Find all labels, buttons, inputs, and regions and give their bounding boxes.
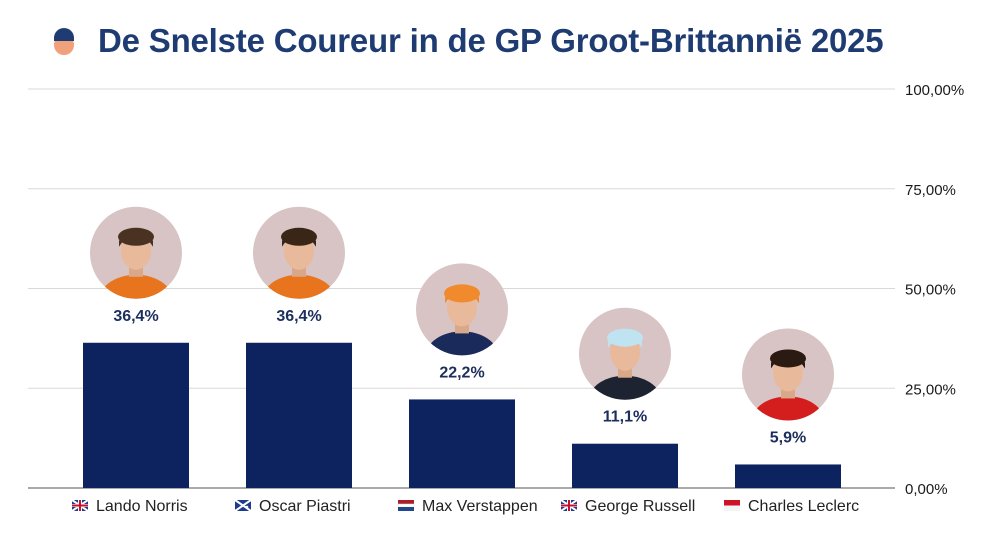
max-verstappen-photo: [416, 263, 508, 356]
y-tick-label: 0,00%: [905, 481, 948, 498]
y-tick-label: 75,00%: [905, 182, 956, 199]
category-label: Oscar Piastri: [259, 498, 351, 515]
category-label: Lando Norris: [96, 498, 188, 515]
x-tick-label: Max Verstappen: [397, 498, 538, 515]
driver-avatar-icon: [54, 28, 74, 55]
chart-title: De Snelste Coureur in de GP Groot-Britta…: [98, 22, 884, 59]
x-tick-label: Lando Norris: [71, 498, 188, 515]
bar: [572, 443, 678, 488]
lando-norris-photo: [90, 206, 182, 299]
oscar-piastri-photo: [253, 206, 345, 299]
data-label: 22,2%: [439, 364, 484, 381]
title-bar: De Snelste Coureur in de GP Groot-Britta…: [50, 16, 884, 66]
netherlands-flag-icon: [397, 500, 415, 511]
data-label: 5,9%: [770, 429, 806, 446]
avatars: [90, 206, 834, 421]
bars: [83, 342, 841, 488]
bar: [83, 342, 189, 488]
data-label: 36,4%: [276, 308, 321, 325]
bar: [246, 342, 352, 488]
labels: 0,00% 25,00% 50,00% 75,00% 100,00% 36,4% Lando…: [71, 82, 964, 515]
category-label: Max Verstappen: [422, 498, 538, 515]
y-tick-label: 100,00%: [905, 82, 964, 99]
y-tick-label: 25,00%: [905, 381, 956, 398]
uk-flag-icon: [71, 499, 89, 512]
monaco-flag-icon: [724, 500, 740, 511]
x-tick-label: George Russell: [560, 498, 695, 515]
george-russell-photo: [579, 307, 671, 400]
data-label: 36,4%: [113, 308, 158, 325]
category-label: Charles Leclerc: [748, 498, 859, 515]
australia-flag-icon: [234, 499, 252, 512]
uk-flag-icon: [560, 499, 578, 512]
x-tick-label: Charles Leclerc: [724, 498, 859, 515]
charles-leclerc-photo: [742, 328, 834, 421]
data-label: 11,1%: [603, 409, 647, 426]
x-tick-label: Oscar Piastri: [234, 498, 351, 515]
bar: [735, 464, 841, 488]
category-label: George Russell: [585, 498, 695, 515]
bar: [409, 399, 515, 488]
y-tick-label: 50,00%: [905, 282, 956, 299]
